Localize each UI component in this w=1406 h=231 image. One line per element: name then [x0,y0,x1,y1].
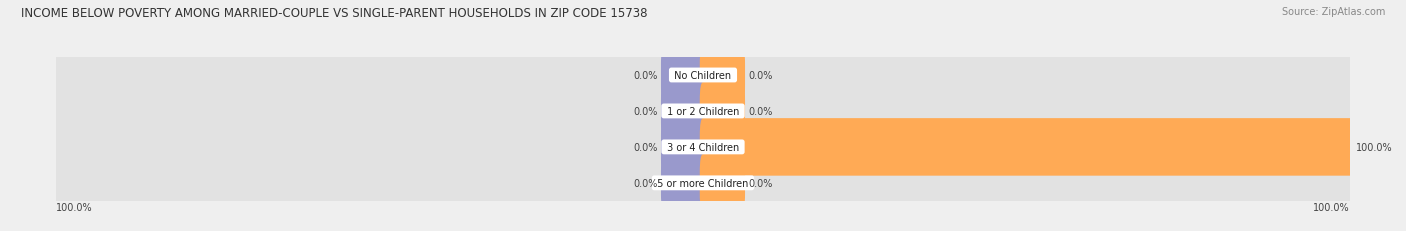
FancyBboxPatch shape [56,58,1350,94]
Text: No Children: No Children [672,71,734,81]
Text: 0.0%: 0.0% [633,106,658,116]
FancyBboxPatch shape [700,47,745,104]
FancyBboxPatch shape [661,83,706,140]
Text: Source: ZipAtlas.com: Source: ZipAtlas.com [1281,7,1385,17]
Text: 100.0%: 100.0% [1357,142,1393,152]
FancyBboxPatch shape [700,119,1353,176]
Text: 0.0%: 0.0% [748,178,773,188]
FancyBboxPatch shape [56,94,1350,129]
Text: 0.0%: 0.0% [748,106,773,116]
FancyBboxPatch shape [700,47,1353,104]
Text: 0.0%: 0.0% [748,71,773,81]
FancyBboxPatch shape [53,47,706,104]
FancyBboxPatch shape [700,154,745,212]
Text: 1 or 2 Children: 1 or 2 Children [664,106,742,116]
FancyBboxPatch shape [661,119,706,176]
FancyBboxPatch shape [56,165,1350,201]
Text: 0.0%: 0.0% [633,178,658,188]
Text: 5 or more Children: 5 or more Children [654,178,752,188]
FancyBboxPatch shape [56,129,1350,165]
FancyBboxPatch shape [661,154,706,212]
FancyBboxPatch shape [700,154,1353,212]
FancyBboxPatch shape [53,154,706,212]
Text: 0.0%: 0.0% [633,142,658,152]
FancyBboxPatch shape [53,119,706,176]
Text: 100.0%: 100.0% [1313,202,1350,212]
FancyBboxPatch shape [700,83,745,140]
Text: 100.0%: 100.0% [56,202,93,212]
FancyBboxPatch shape [53,83,706,140]
FancyBboxPatch shape [700,83,1353,140]
Text: 3 or 4 Children: 3 or 4 Children [664,142,742,152]
FancyBboxPatch shape [661,47,706,104]
Text: INCOME BELOW POVERTY AMONG MARRIED-COUPLE VS SINGLE-PARENT HOUSEHOLDS IN ZIP COD: INCOME BELOW POVERTY AMONG MARRIED-COUPL… [21,7,648,20]
FancyBboxPatch shape [700,119,1353,176]
Text: 0.0%: 0.0% [633,71,658,81]
